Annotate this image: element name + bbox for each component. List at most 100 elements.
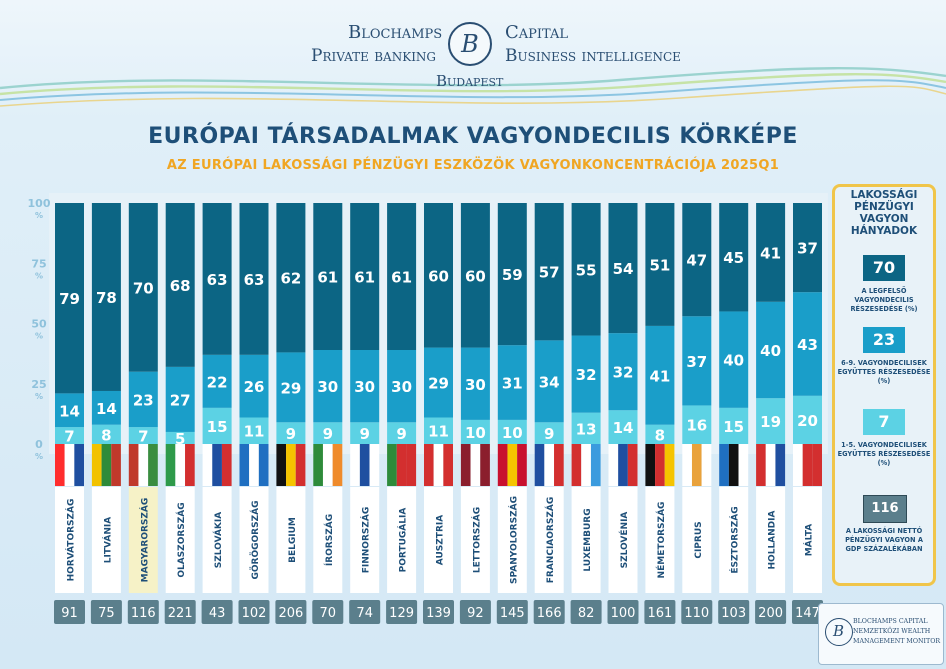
gdp-box-0 — [54, 600, 85, 624]
flag-stripe-c-20 — [812, 444, 822, 486]
flag-stripe-a-0 — [55, 444, 65, 486]
top-value-label-18: 45 — [723, 249, 744, 267]
flag-stripe-c-2 — [148, 444, 158, 486]
flag-stripe-b-9 — [396, 444, 407, 486]
y-tick-unit-0: % — [35, 452, 43, 461]
mid-segment-11 — [460, 347, 490, 420]
mid-segment-3 — [165, 366, 195, 432]
category-card-4 — [202, 487, 232, 593]
flag-stripe-c-0 — [74, 444, 84, 486]
bottom-segment-17 — [682, 405, 712, 444]
gdp-value-label-1: 75 — [98, 606, 115, 621]
bottom-value-label-13: 9 — [544, 425, 554, 443]
flag-stripe-c-11 — [480, 444, 490, 486]
mid-value-label-3: 27 — [170, 391, 191, 409]
gdp-box-17 — [681, 600, 713, 624]
bottom-segment-1 — [91, 424, 121, 444]
mid-segment-2 — [128, 371, 158, 428]
bottom-segment-8 — [350, 422, 380, 444]
top-value-label-2: 70 — [133, 279, 154, 297]
flag-stripe-c-3 — [185, 444, 195, 486]
y-tick-unit-25: % — [35, 392, 43, 401]
flag-stripe-c-12 — [517, 444, 527, 486]
mid-segment-9 — [387, 350, 417, 423]
top-value-label-1: 78 — [96, 289, 117, 307]
top-segment-15 — [608, 203, 638, 334]
flag-stripe-a-13 — [534, 444, 545, 486]
category-label-9: PORTUGÁLIA — [397, 508, 409, 573]
top-segment-11 — [460, 203, 490, 348]
category-card-11 — [460, 487, 490, 593]
gdp-value-label-18: 103 — [721, 606, 746, 621]
flag-stripe-c-10 — [443, 444, 453, 486]
top-segment-14 — [571, 203, 601, 336]
top-value-label-19: 41 — [760, 244, 781, 262]
mid-segment-8 — [350, 350, 380, 423]
category-label-20: MÁLTA — [803, 524, 815, 557]
bottom-value-label-0: 7 — [64, 428, 74, 446]
gdp-value-label-13: 166 — [537, 606, 562, 621]
category-label-5: GÖRÖGORSZÁG — [249, 501, 261, 580]
bottom-segment-15 — [608, 410, 638, 444]
y-tick-unit-75: % — [35, 271, 43, 280]
category-label-3: OLASZORSZÁG — [175, 502, 187, 577]
flag-stripe-a-14 — [571, 444, 582, 486]
flag-stripe-c-9 — [406, 444, 417, 486]
bottom-segment-13 — [534, 422, 564, 444]
mid-segment-15 — [608, 333, 638, 411]
mid-value-label-9: 30 — [391, 378, 412, 396]
flag-stripe-b-0 — [64, 444, 75, 486]
category-card-17 — [682, 487, 712, 593]
top-segment-6 — [276, 203, 306, 353]
gdp-box-20 — [792, 600, 823, 624]
gdp-box-9 — [386, 600, 418, 624]
mid-value-label-5: 26 — [244, 378, 265, 396]
bottom-value-label-12: 10 — [502, 424, 523, 442]
top-value-label-14: 55 — [576, 261, 597, 279]
bottom-segment-5 — [239, 417, 269, 444]
top-value-label-3: 68 — [170, 277, 191, 295]
mid-segment-0 — [55, 393, 84, 428]
brand-left-2: Private banking — [311, 46, 437, 66]
gdp-value-label-11: 92 — [467, 606, 484, 621]
y-tick-label-0: 0 — [35, 438, 43, 451]
monitor-line-1: BLOCHAMPS CAPITAL — [853, 618, 928, 625]
bottom-segment-6 — [276, 422, 306, 444]
flag-stripe-c-18 — [738, 444, 749, 486]
bottom-segment-0 — [55, 427, 84, 444]
flag-stripe-c-5 — [258, 444, 269, 486]
flag-stripe-c-16 — [664, 444, 675, 486]
bottom-segment-14 — [571, 412, 601, 444]
category-card-16 — [645, 487, 675, 593]
monitor-logo: B BLOCHAMPS CAPITAL NEMZETKÖZI WEALTH MA… — [818, 603, 944, 665]
flag-stripe-a-7 — [313, 444, 323, 486]
bottom-segment-20 — [793, 395, 822, 444]
bottom-value-label-3: 5 — [175, 430, 185, 448]
mid-value-label-12: 31 — [502, 375, 523, 393]
mid-segment-16 — [645, 325, 675, 425]
gdp-value-label-4: 43 — [209, 606, 226, 621]
gdp-value-label-10: 139 — [426, 606, 451, 621]
top-value-label-15: 54 — [613, 260, 634, 278]
flag-stripe-a-6 — [276, 444, 287, 486]
flag-stripe-b-20 — [802, 444, 813, 486]
gdp-value-label-3: 221 — [168, 606, 193, 621]
bottom-segment-2 — [128, 427, 158, 444]
top-value-label-7: 61 — [317, 269, 338, 287]
mid-segment-19 — [756, 301, 786, 399]
gdp-value-label-8: 74 — [356, 606, 373, 621]
top-value-label-8: 61 — [354, 269, 375, 287]
monogram-letter: B — [461, 30, 479, 58]
mid-value-label-6: 29 — [280, 379, 301, 397]
bottom-value-label-9: 9 — [396, 425, 406, 443]
flag-stripe-a-4 — [202, 444, 213, 486]
top-segment-0 — [55, 203, 84, 394]
flag-stripe-a-3 — [165, 444, 176, 486]
gdp-value-label-0: 91 — [61, 606, 78, 621]
category-label-2: MAGYARORSZÁG — [138, 498, 150, 583]
top-segment-18 — [719, 203, 749, 312]
gdp-value-label-2: 116 — [131, 606, 156, 621]
brand-city: Budapest — [436, 72, 504, 90]
legend-bottom-label: 1-5. VAGYONDECILISEK EGYÜTTES RÉSZESEDÉS… — [837, 441, 931, 467]
